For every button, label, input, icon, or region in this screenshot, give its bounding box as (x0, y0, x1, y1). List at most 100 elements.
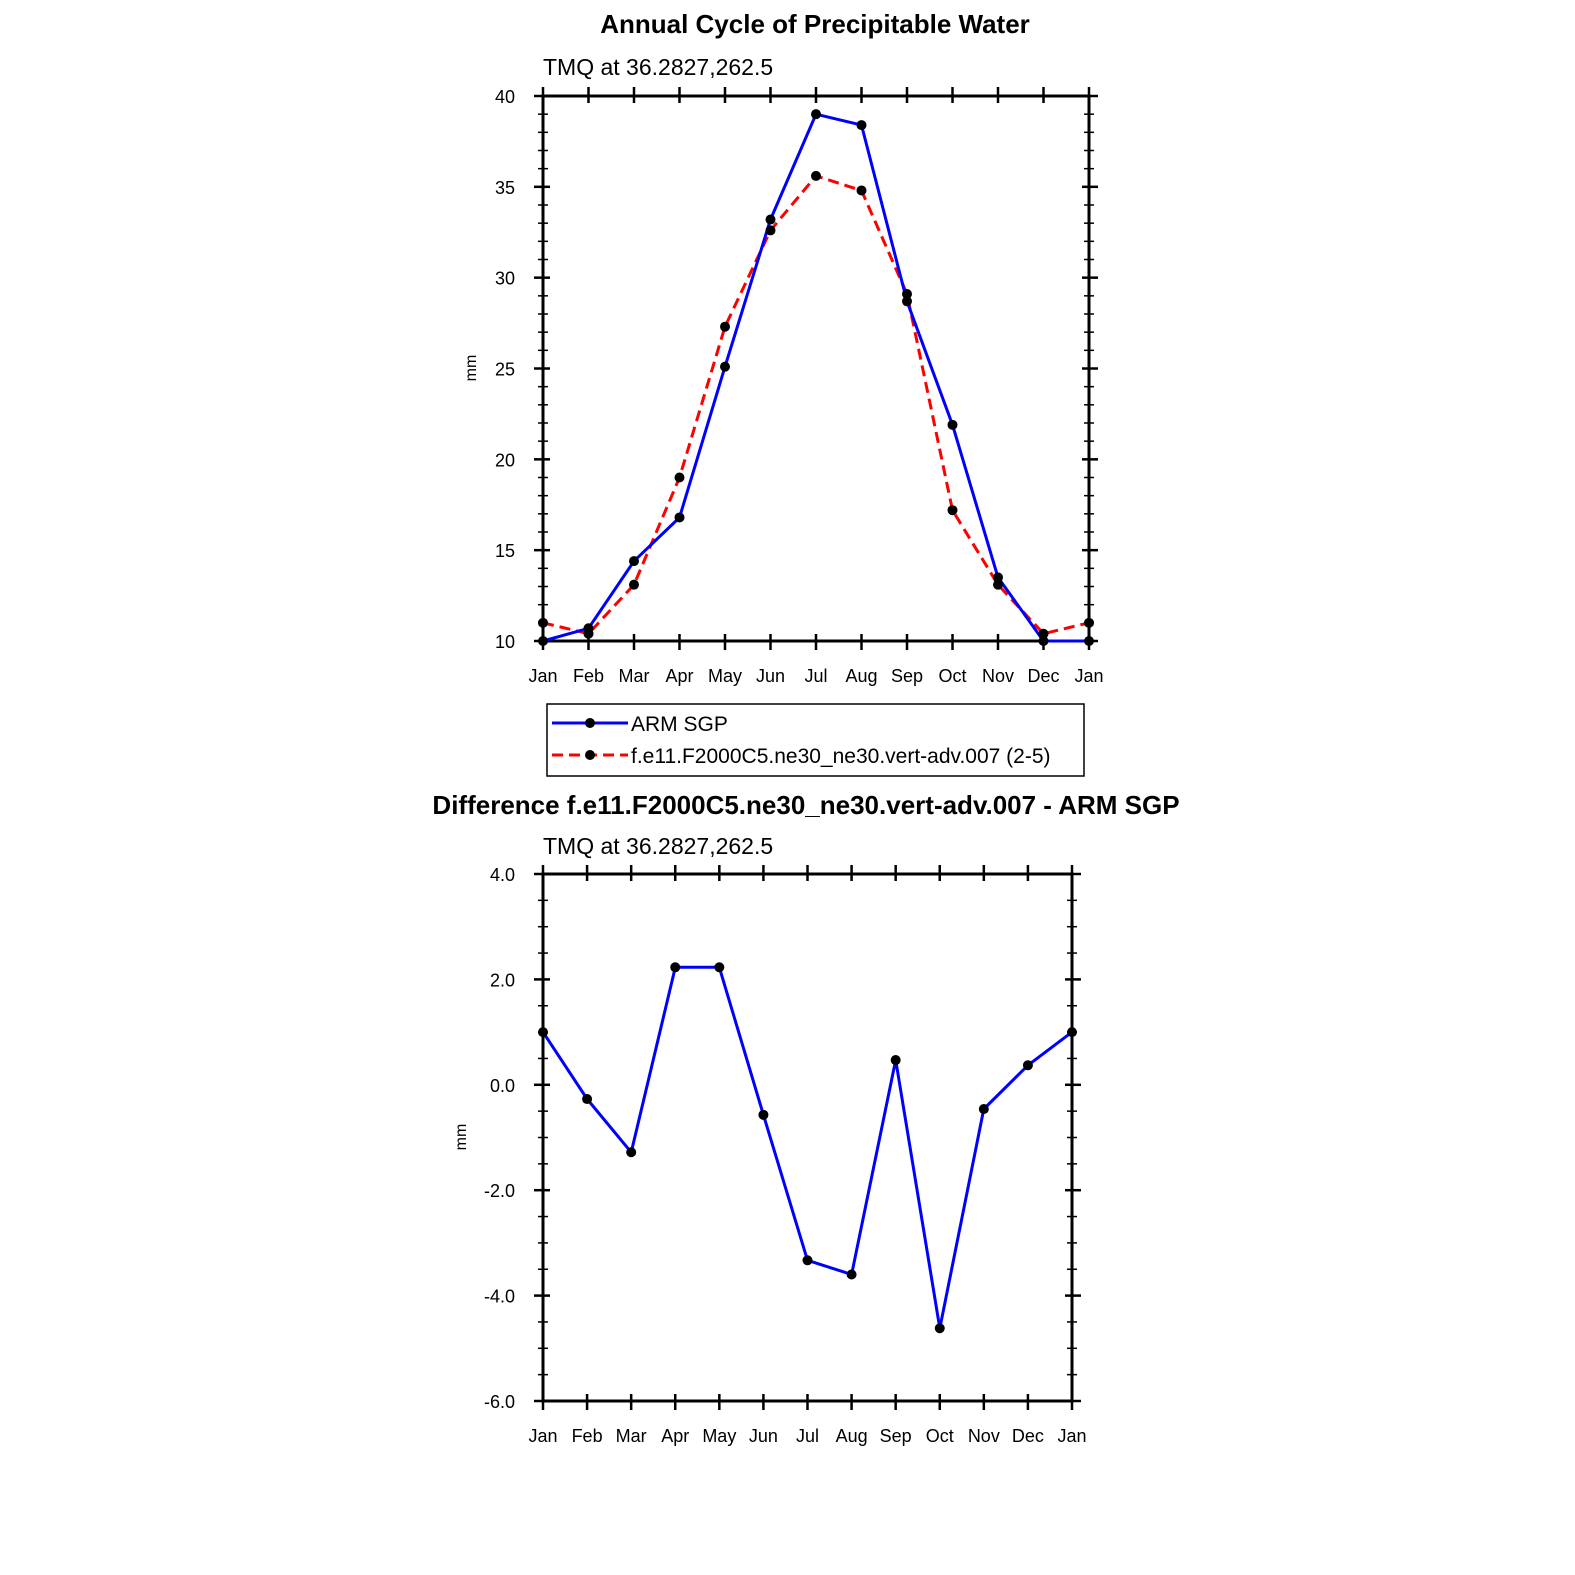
x-tick-label: Jun (749, 1426, 778, 1446)
x-tick-label: Oct (926, 1426, 954, 1446)
data-point (765, 225, 776, 236)
y-tick-label: 2.0 (490, 970, 515, 990)
legend-entry-arm-sgp: ARM SGP (552, 713, 728, 736)
y-tick-label: 40 (495, 87, 515, 107)
x-tick-label: May (708, 666, 742, 686)
data-point (714, 962, 725, 973)
x-tick-label: Sep (891, 666, 923, 686)
y-axis-label: mm (463, 355, 480, 382)
x-tick-label: Nov (982, 666, 1014, 686)
x-tick-label: Jan (528, 666, 557, 686)
x-tick-label: Feb (573, 666, 604, 686)
series-line (542, 112, 1089, 643)
tick-labels: Jan Feb Mar Apr May Jun Jul Aug Sep Oct Nov Dec Jan 1… (495, 87, 1104, 686)
data-point (856, 120, 867, 131)
x-tick-label: Oct (938, 666, 966, 686)
x-tick-label: Dec (1012, 1426, 1044, 1446)
chart-subtitle: TMQ at 36.2827,262.5 (543, 833, 773, 859)
data-point (582, 1094, 593, 1105)
y-tick-label: 35 (495, 178, 515, 198)
y-axis-label: mm (453, 1124, 470, 1151)
chart-title: Annual Cycle of Precipitable Water (600, 9, 1030, 39)
legend-marker-model (585, 750, 595, 760)
x-tick-label: Mar (616, 1426, 647, 1446)
x-tick-label: Jan (1057, 1426, 1086, 1446)
data-point (674, 512, 685, 523)
data-point (1038, 636, 1049, 646)
data-point (811, 109, 821, 120)
chart-title: Difference f.e11.F2000C5.ne30_ne30.vert-… (432, 790, 1179, 820)
x-tick-label: Mar (619, 666, 650, 686)
data-point (1084, 617, 1094, 628)
data-point (538, 1027, 548, 1038)
series-line (542, 174, 1090, 636)
x-tick-label: Jul (796, 1426, 819, 1446)
data-point (538, 636, 548, 646)
data-point (629, 579, 639, 590)
data-point (846, 1269, 857, 1280)
annual-cycle-chart: Annual Cycle of Precipitable Water TMQ a… (463, 9, 1104, 777)
data-point (1038, 628, 1049, 639)
data-point (765, 214, 776, 225)
legend-label-model: f.e11.F2000C5.ne30_ne30.vert-adv.007 (2-… (631, 745, 1051, 768)
data-point (802, 1255, 813, 1266)
data-point (758, 1109, 769, 1120)
x-tick-label: Jul (804, 666, 827, 686)
data-point (947, 419, 958, 430)
data-point (629, 556, 639, 567)
legend-marker-arm-sgp (585, 718, 595, 728)
series-layer (538, 109, 1094, 646)
data-point (1022, 1060, 1033, 1071)
x-tick-label: Sep (880, 1426, 912, 1446)
x-tick-label: May (702, 1426, 736, 1446)
y-tick-label: 10 (495, 632, 515, 652)
data-point (674, 472, 685, 483)
y-tick-label: -6.0 (484, 1392, 515, 1412)
chart-subtitle: TMQ at 36.2827,262.5 (543, 54, 773, 80)
legend-entry-model: f.e11.F2000C5.ne30_ne30.vert-adv.007 (2-… (552, 745, 1051, 768)
y-tick-label: 20 (495, 450, 515, 470)
x-tick-label: Feb (572, 1426, 603, 1446)
legend: ARM SGP f.e11.F2000C5.ne30_ne30.vert-adv… (546, 703, 1085, 777)
axis-ticks (534, 865, 1081, 1410)
data-point (934, 1323, 945, 1334)
x-tick-label: Dec (1027, 666, 1059, 686)
y-tick-label: -2.0 (484, 1181, 515, 1201)
y-tick-label: 4.0 (490, 865, 515, 885)
data-point (1067, 1027, 1077, 1038)
x-tick-label: Jan (1074, 666, 1103, 686)
difference-chart: Difference f.e11.F2000C5.ne30_ne30.vert-… (432, 790, 1179, 1446)
data-point (978, 1104, 989, 1115)
legend-box (546, 703, 1085, 777)
data-point (993, 572, 1003, 583)
x-tick-label: Jun (756, 666, 785, 686)
x-tick-label: Aug (836, 1426, 868, 1446)
y-tick-label: -4.0 (484, 1287, 515, 1307)
data-point (626, 1147, 637, 1158)
plot-frame (541, 94, 1091, 643)
data-point (720, 321, 730, 332)
x-tick-label: Apr (661, 1426, 689, 1446)
plot-frame (541, 872, 1074, 1403)
data-point (947, 505, 958, 516)
data-point (538, 617, 548, 628)
data-point (890, 1055, 901, 1066)
y-tick-label: 0.0 (490, 1076, 515, 1096)
data-point (720, 361, 730, 372)
data-point (583, 623, 594, 634)
y-tick-label: 15 (495, 541, 515, 561)
y-tick-label: 25 (495, 360, 515, 380)
data-point (993, 579, 1003, 590)
series-layer (538, 962, 1077, 1334)
tick-labels: Jan Feb Mar Apr May Jun Jul Aug Sep Oct Nov Dec Jan-… (484, 865, 1087, 1446)
series-line (541, 965, 1073, 1330)
data-point (811, 170, 821, 181)
data-point (670, 962, 681, 973)
x-tick-label: Nov (968, 1426, 1000, 1446)
legend-label-arm-sgp: ARM SGP (631, 713, 728, 736)
data-point (902, 289, 912, 300)
y-tick-label: 30 (495, 269, 515, 289)
data-point (856, 185, 867, 196)
x-tick-label: Aug (845, 666, 877, 686)
